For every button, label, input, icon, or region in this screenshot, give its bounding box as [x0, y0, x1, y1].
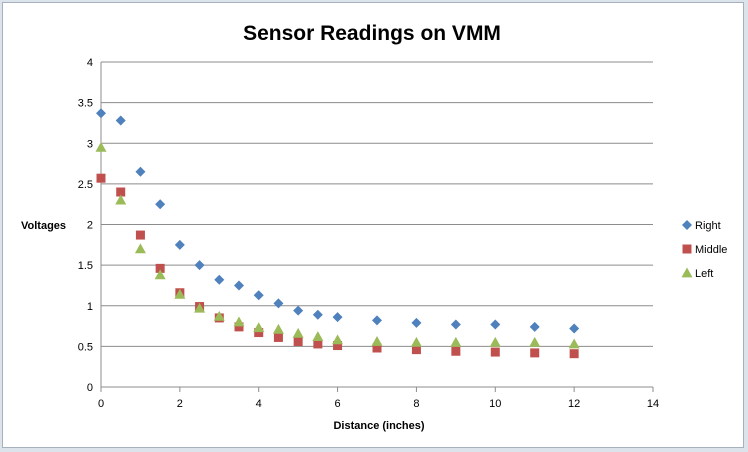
right-data-point: [174, 239, 185, 250]
x-axis-title: Distance (inches): [333, 420, 424, 432]
left-data-point: [568, 338, 580, 349]
y-tick-label: 3.5: [78, 98, 93, 110]
left-data-point: [312, 331, 324, 342]
right-data-point: [194, 260, 205, 271]
y-tick-label: 3: [87, 138, 93, 150]
middle-data-point: [234, 322, 244, 332]
middle-data-point: [96, 173, 106, 183]
middle-data-point: [116, 187, 126, 197]
middle-data-point: [293, 337, 303, 346]
middle-data-point: [490, 347, 500, 357]
right-data-point: [115, 115, 126, 126]
left-data-point: [194, 302, 206, 313]
legend-label-left: Left: [695, 268, 713, 280]
middle-data-point: [155, 263, 165, 273]
left-data-point: [371, 336, 383, 346]
right-data-point: [372, 315, 382, 326]
middle-data-point: [273, 332, 283, 342]
left-data-point: [450, 336, 462, 347]
chart-area: Sensor Readings on VMM 0 0.5 1 1.5 2 2.5 3 3.5 4…: [2, 2, 744, 448]
left-data-point: [95, 141, 107, 152]
middle-data-point: [135, 230, 145, 240]
right-data-point: [293, 305, 304, 316]
middle-data-point: [313, 339, 323, 349]
x-tick-label: 6: [335, 398, 341, 410]
x-tick-label: 14: [647, 398, 659, 410]
left-data-point: [410, 336, 422, 347]
right-data-point: [312, 309, 323, 320]
y-tick-label: 1.5: [78, 260, 93, 272]
left-data-point: [292, 327, 304, 338]
right-data-point: [450, 319, 461, 330]
y-axis-title: Voltages: [21, 220, 66, 232]
legend: Right Middle Left: [681, 220, 727, 280]
x-tick-label: 4: [256, 398, 262, 410]
left-data-point: [253, 322, 265, 333]
left-data-point: [213, 310, 225, 321]
right-data-point: [253, 290, 264, 301]
middle-data-point: [569, 349, 579, 359]
legend-marker-middle: [682, 244, 692, 254]
x-tick-label: 10: [489, 398, 501, 410]
y-tick-label: 4: [87, 57, 93, 69]
right-data-point: [490, 319, 501, 330]
left-data-point: [529, 336, 541, 347]
right-data-point: [135, 166, 146, 177]
right-data-point: [234, 280, 244, 291]
right-data-point: [214, 274, 225, 285]
right-data-point: [529, 321, 540, 332]
left-data-point: [174, 288, 186, 299]
middle-data-point: [411, 345, 421, 355]
x-tick-label: 2: [177, 398, 183, 410]
left-data-point: [154, 269, 166, 280]
legend-marker-right: [682, 220, 692, 230]
left-data-point: [115, 194, 127, 205]
x-tick-label: 8: [413, 398, 419, 410]
middle-data-point: [530, 348, 540, 358]
middle-data-point: [254, 328, 264, 338]
y-tick-label: 0: [87, 382, 93, 394]
y-tick-label: 2: [87, 220, 93, 232]
right-data-point: [411, 317, 422, 328]
y-tick-label: 1: [87, 301, 93, 313]
scatter-chart: Sensor Readings on VMM 0 0.5 1 1.5 2 2.5 3 3.5 4…: [21, 22, 727, 432]
legend-label-middle: Middle: [695, 244, 727, 256]
right-data-point: [155, 199, 166, 210]
left-data-point: [233, 316, 245, 327]
left-data-point: [332, 334, 344, 345]
x-tick-label: 12: [568, 398, 580, 410]
chart-title: Sensor Readings on VMM: [243, 22, 501, 45]
left-data-point: [489, 336, 501, 347]
legend-label-right: Right: [695, 220, 721, 232]
x-tick-label: 0: [98, 398, 104, 410]
middle-data-point: [333, 341, 343, 351]
middle-data-point: [372, 343, 382, 353]
middle-data-point: [451, 346, 461, 356]
right-data-point: [569, 323, 580, 334]
right-data-point: [273, 298, 284, 309]
y-tick-label: 2.5: [78, 179, 93, 191]
legend-marker-left: [681, 267, 693, 278]
plot-area: 0 0.5 1 1.5 2 2.5 3 3.5 4 0 2 4 6 8 10 12 14: [78, 57, 659, 410]
right-data-point: [96, 108, 106, 119]
right-data-point: [332, 312, 343, 323]
y-tick-label: 0.5: [78, 341, 93, 353]
left-data-point: [134, 243, 146, 254]
left-data-point: [272, 323, 284, 334]
